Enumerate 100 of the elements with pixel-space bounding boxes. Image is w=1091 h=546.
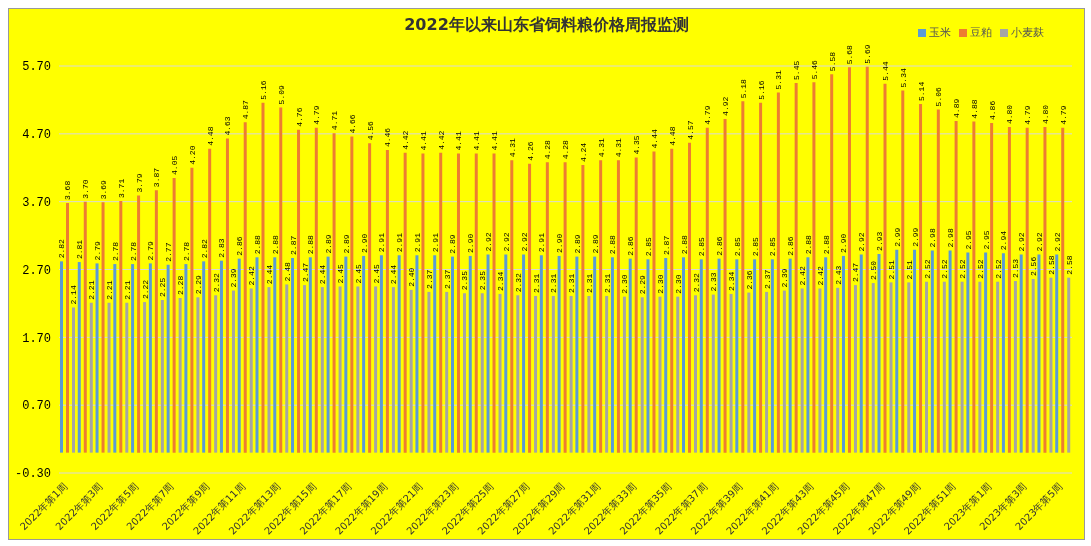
data-label: 2.86 [626,236,636,256]
data-label: 4.46 [383,127,393,148]
bar [261,102,265,453]
bar [237,258,241,453]
bar [575,256,579,453]
bar [1067,277,1071,453]
bar [279,107,283,453]
data-label: 4.20 [187,145,197,165]
data-label: 2.47 [300,262,310,283]
bar [344,256,348,453]
data-label: 2.56 [1029,256,1039,276]
bar [486,254,490,453]
data-label: 2.98 [928,228,938,248]
data-label: 2.86 [786,236,796,256]
data-label: 2.88 [608,234,618,255]
data-label: 2.83 [217,238,227,258]
data-label: 2.35 [478,270,488,291]
bar [830,74,834,453]
bar [812,82,816,453]
data-label: 2.40 [407,267,417,287]
data-label: 2.98 [946,228,956,248]
bar [694,295,698,453]
bar [960,281,964,453]
data-label: 4.92 [721,96,731,116]
data-label: 4.41 [472,131,482,151]
data-label: 2.45 [371,264,381,284]
data-label: 2.44 [318,264,328,285]
bar [95,263,99,453]
bar [676,296,680,453]
bar [954,120,958,453]
bar [113,264,117,453]
bar [77,262,81,453]
data-label: 5.06 [934,87,944,107]
bar [308,257,312,453]
data-label: 2.43 [833,265,843,285]
data-label: 2.52 [958,259,968,279]
data-label: 2.92 [857,232,867,252]
bar [652,151,656,453]
data-label: 2.87 [661,235,671,255]
bar [699,259,703,453]
bar [1049,277,1053,453]
bar [498,293,502,453]
data-label: 2.32 [691,272,701,293]
data-label: 2.39 [229,268,239,288]
data-label: 2.85 [643,236,653,257]
bar [717,258,721,453]
bar [634,157,638,453]
data-label: 4.31 [507,137,517,158]
bar [403,152,407,453]
data-label: 2.32 [513,272,523,293]
data-label: 4.79 [1023,105,1033,125]
bar [782,290,786,453]
data-label: 2.21 [105,280,115,300]
bar [794,82,798,453]
bar [72,307,75,453]
data-label: 2.37 [762,269,772,289]
data-label: 5.16 [756,80,766,100]
data-label: 2.85 [768,236,778,257]
bar [450,256,454,453]
data-label: 4.76 [294,107,304,127]
bar [593,256,597,453]
data-label: 2.42 [815,266,825,286]
data-label: 4.31 [596,137,606,158]
data-label: 2.91 [430,232,440,253]
bar [107,302,111,453]
bar [871,283,875,453]
bar [658,296,662,453]
data-label: 2.95 [981,230,991,250]
data-label: 2.37 [424,269,434,289]
bar [89,302,93,453]
bar [202,261,206,453]
bar [919,103,923,453]
data-label: 2.30 [620,274,630,294]
data-label: 4.80 [1005,104,1015,125]
bar [539,255,543,453]
bar [996,281,1000,453]
data-label: 2.88 [679,234,689,255]
bar [1019,254,1023,453]
bar [1025,127,1029,453]
bar [172,177,176,453]
data-label: 2.85 [732,236,742,257]
bar [646,259,650,453]
data-label: 4.24 [578,142,588,163]
data-label: 5.16 [258,80,268,100]
data-label: 4.71 [330,110,340,131]
data-label: 2.88 [270,234,280,255]
bar [1055,254,1059,453]
data-label: 2.92 [519,232,529,252]
data-label: 2.30 [655,274,665,294]
data-label: 2.37 [442,269,452,289]
bar [504,254,508,453]
data-label: 2.28 [176,275,186,295]
data-label: 4.87 [241,99,251,120]
data-label: 3.79 [134,173,144,193]
data-label: 3.87 [152,167,162,188]
bar [445,291,449,453]
data-label: 2.90 [466,233,476,253]
data-label: 2.90 [839,233,849,253]
bar [462,293,466,453]
data-label: 4.79 [703,105,713,125]
